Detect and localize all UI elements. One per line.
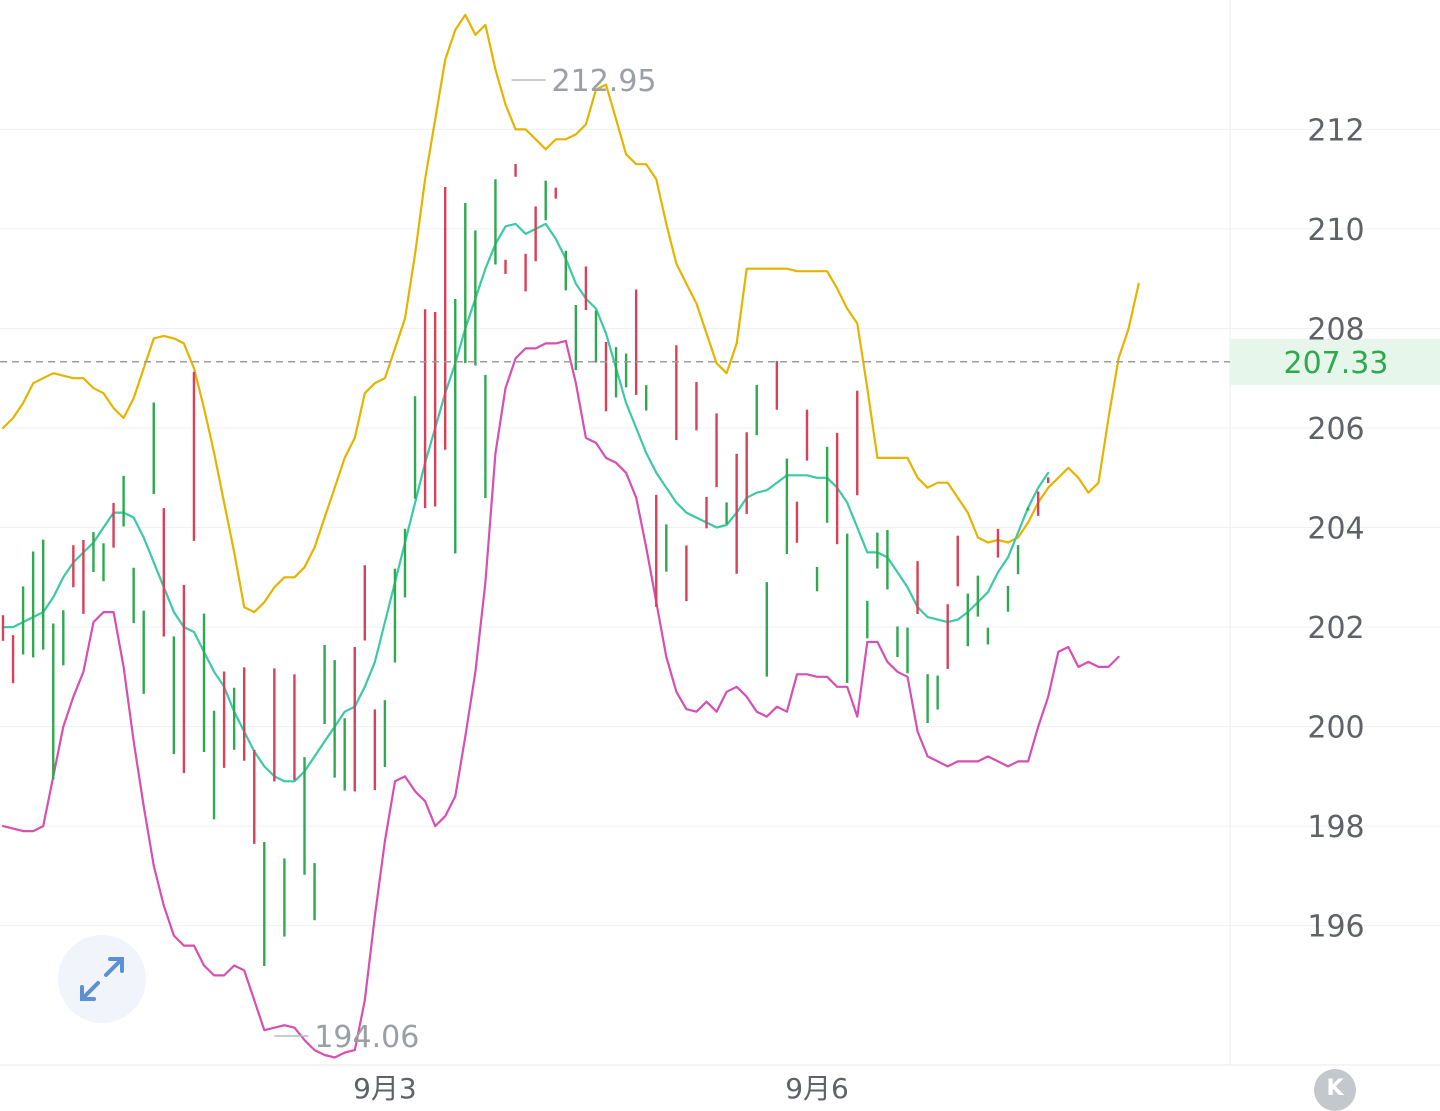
bollinger_upper-line (1, 13, 1140, 614)
bollinger_middle-line (1, 222, 1050, 783)
bollinger_lower-line (1, 339, 1120, 1059)
y-tick-label: 210 (1307, 213, 1364, 248)
y-tick-label: 212 (1307, 113, 1364, 148)
expand-icon (80, 957, 124, 1001)
current-price-label: 207.33 (1284, 346, 1389, 381)
x-tick-label: 9月6 (785, 1072, 849, 1105)
candles (1, 163, 1050, 966)
y-tick-label: 198 (1307, 810, 1364, 845)
y-tick-label: 200 (1307, 711, 1364, 746)
y-tick-label: 202 (1307, 611, 1364, 646)
high-annotation-label: 212.95 (552, 64, 657, 99)
kline-toggle-button[interactable]: K (1314, 1069, 1356, 1111)
x-tick-label: 9月3 (353, 1072, 417, 1105)
expand-chart-button[interactable] (58, 935, 146, 1023)
low-annotation-label: 194.06 (314, 1020, 419, 1055)
bollinger-bands (1, 13, 1140, 1059)
current-price-line: 207.33 (0, 338, 1440, 385)
current-price-badge (1230, 338, 1440, 385)
axis-layer (0, 0, 1440, 1066)
y-tick-label: 204 (1307, 512, 1364, 547)
y-tick-label: 206 (1307, 412, 1364, 447)
y-tick-label: 208 (1307, 312, 1364, 347)
y-tick-label: 196 (1307, 910, 1364, 945)
axis-labels: 212 210 208 206 204 202 200 198 196 9月3 9月6 212.95 1… (274, 64, 1365, 1105)
